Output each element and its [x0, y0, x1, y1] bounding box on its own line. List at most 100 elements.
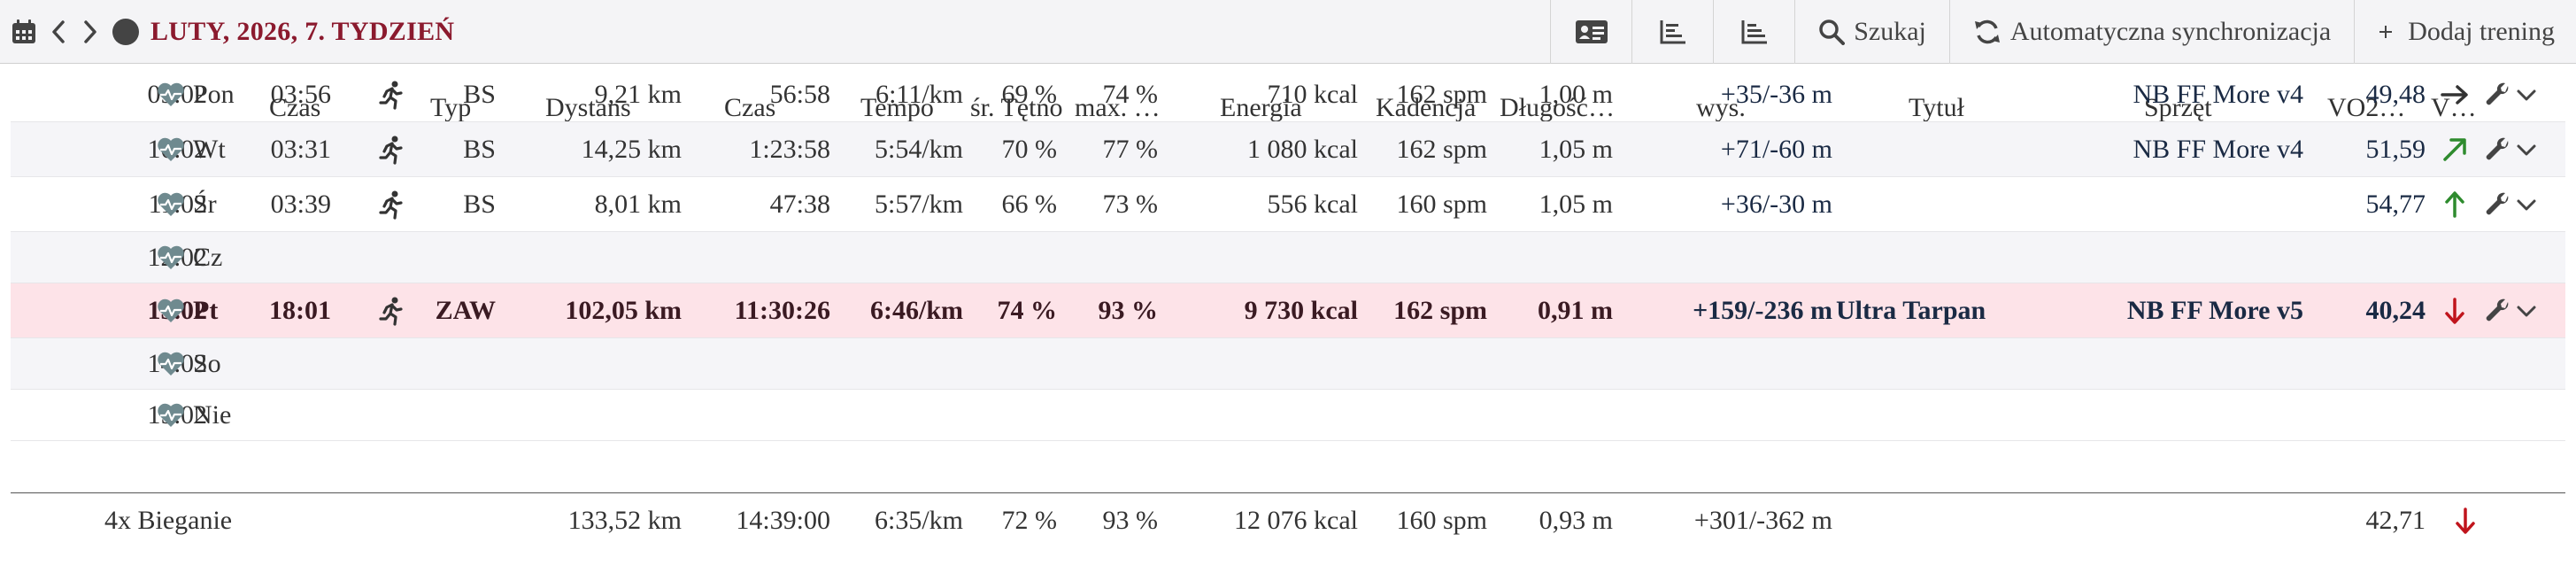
calendar-icon[interactable]	[11, 19, 37, 45]
week-title: LUTY, 2026, 7. TYDZIEŃ	[150, 17, 455, 46]
id-card-icon	[1575, 19, 1608, 44]
row-start-time: 03:56	[270, 79, 331, 109]
col-header-elevation[interactable]: wys.	[1696, 92, 1746, 122]
col-header-cadence[interactable]: Kadencja	[1376, 92, 1477, 122]
table-row[interactable]: 14.02So	[11, 338, 2565, 390]
summary-max-hr: 93 %	[1102, 505, 1159, 535]
chart-button-2[interactable]	[1713, 0, 1794, 64]
row-day: Nie	[193, 399, 232, 430]
row-max-hr: 77 %	[1102, 134, 1159, 164]
row-cadence: 162 spm	[1396, 134, 1487, 164]
today-dot-icon[interactable]	[112, 18, 140, 46]
row-start-time: 03:39	[270, 189, 331, 219]
row-distance: 8,01 km	[594, 189, 682, 219]
heart-rate-icon[interactable]	[156, 283, 186, 337]
row-duration: 1:23:58	[749, 134, 830, 164]
arrow-right-icon	[2440, 81, 2470, 108]
col-header-vo2[interactable]: VO2…	[2327, 92, 2406, 122]
chevron-down-icon[interactable]	[2516, 67, 2537, 121]
summary-label: 4x Bieganie	[104, 505, 233, 535]
row-energy: 556 kcal	[1267, 189, 1358, 219]
row-max-hr: 93 %	[1098, 295, 1159, 325]
row-energy: 9 730 kcal	[1244, 295, 1358, 325]
col-header-energy[interactable]: Energia	[1220, 92, 1302, 122]
trend-slot	[2440, 122, 2470, 176]
profile-card-button[interactable]	[1550, 0, 1631, 64]
arrow-up-right-icon	[2440, 136, 2470, 163]
chevron-right-icon[interactable]	[81, 19, 99, 45]
col-header-v[interactable]: V…	[2431, 92, 2477, 122]
table-row[interactable]: 15.02Nie	[11, 390, 2565, 441]
heart-rate-icon[interactable]	[156, 177, 186, 231]
chevron-left-icon[interactable]	[50, 19, 67, 45]
row-vo2: 51,59	[2365, 134, 2426, 164]
row-day: Pt	[193, 295, 219, 325]
row-elevation: +71/-60 m	[1720, 134, 1832, 164]
wrench-icon[interactable]	[2484, 122, 2512, 176]
toolbar-actions: Szukaj Automatyczna synchronizacja Dodaj…	[1550, 0, 2576, 64]
heart-rate-icon[interactable]	[156, 122, 186, 176]
table-row[interactable]: 12.02Cz	[11, 232, 2565, 283]
row-gear: NB FF More v4	[2133, 134, 2303, 164]
row-day: Cz	[193, 242, 223, 272]
running-icon	[377, 122, 405, 176]
col-header-title[interactable]: Tytuł	[1909, 92, 1964, 122]
search-icon	[1818, 19, 1846, 45]
running-icon	[377, 283, 405, 337]
sync-button[interactable]: Automatyczna synchronizacja	[1948, 0, 2354, 64]
trend-slot	[2440, 67, 2470, 121]
row-vo2: 54,77	[2365, 189, 2426, 219]
wrench-icon[interactable]	[2484, 177, 2512, 231]
col-header-start-time[interactable]: Czas	[269, 92, 321, 122]
row-distance: 102,05 km	[565, 295, 682, 325]
row-cadence: 162 spm	[1396, 79, 1487, 109]
col-header-stride[interactable]: Długość…	[1500, 92, 1615, 122]
wrench-icon[interactable]	[2484, 283, 2512, 337]
row-day: Śr	[193, 189, 217, 219]
row-avg-hr: 70 %	[1001, 134, 1058, 164]
chart-button-1[interactable]	[1631, 0, 1713, 64]
summary-distance: 133,52 km	[567, 505, 682, 535]
table-header: Czas Typ Dystans Czas Tempo śr. Tętno ma…	[11, 90, 2565, 126]
search-button[interactable]: Szukaj	[1794, 0, 1949, 64]
row-stride: 0,91 m	[1538, 295, 1613, 325]
col-header-gear[interactable]: Sprzęt	[2144, 92, 2212, 122]
col-header-pace[interactable]: Tempo	[860, 92, 934, 122]
chevron-down-icon[interactable]	[2516, 283, 2537, 337]
row-avg-hr: 74 %	[997, 295, 1058, 325]
col-header-avg-hr[interactable]: śr. Tętno	[970, 92, 1063, 122]
wrench-icon[interactable]	[2484, 67, 2512, 121]
row-duration: 56:58	[769, 79, 830, 109]
row-pace: 6:46/km	[870, 295, 963, 325]
week-navigation: LUTY, 2026, 7. TYDZIEŃ	[11, 0, 454, 64]
heart-rate-icon[interactable]	[156, 67, 186, 121]
col-header-max-hr[interactable]: max. …	[1075, 92, 1161, 122]
add-workout-button[interactable]: Dodaj trening	[2354, 0, 2576, 64]
col-header-duration[interactable]: Czas	[724, 92, 776, 122]
summary-pace: 6:35/km	[874, 505, 963, 535]
row-cadence: 160 spm	[1396, 189, 1487, 219]
arrow-up-icon	[2440, 190, 2470, 219]
row-elevation: +35/-36 m	[1720, 79, 1832, 109]
row-type: BS	[463, 189, 496, 219]
row-duration: 11:30:26	[734, 295, 830, 325]
col-header-type[interactable]: Typ	[430, 92, 472, 122]
row-gear: NB FF More v4	[2133, 79, 2303, 109]
heart-rate-icon[interactable]	[156, 338, 186, 389]
chevron-down-icon[interactable]	[2516, 177, 2537, 231]
col-header-distance[interactable]: Dystans	[545, 92, 631, 122]
heart-rate-icon[interactable]	[156, 232, 186, 283]
row-energy: 710 kcal	[1267, 79, 1358, 109]
chevron-down-icon[interactable]	[2516, 122, 2537, 176]
row-stride: 1,00 m	[1539, 79, 1613, 109]
arrow-down-icon	[2450, 507, 2480, 535]
row-max-hr: 74 %	[1102, 79, 1159, 109]
row-energy: 1 080 kcal	[1247, 134, 1358, 164]
heart-rate-icon[interactable]	[156, 390, 186, 440]
row-duration: 47:38	[769, 189, 830, 219]
row-type: ZAW	[435, 295, 496, 325]
